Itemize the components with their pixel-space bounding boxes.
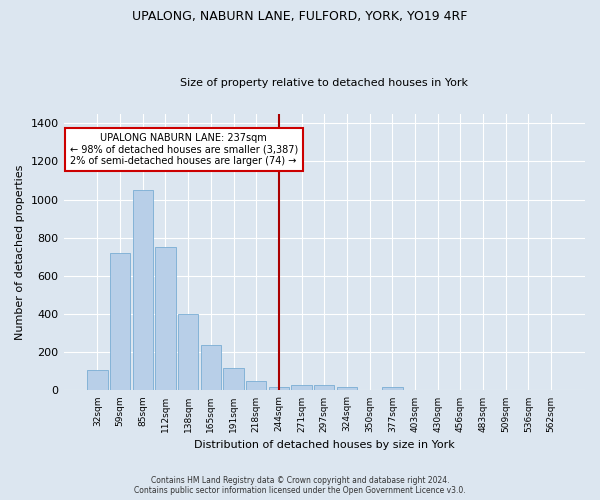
Bar (200, 344, 221, 391)
Bar (110, 253, 130, 390)
Bar (133, 190, 153, 390)
Bar (246, 381, 266, 390)
Bar (382, 386, 403, 390)
Text: UPALONG, NABURN LANE, FULFORD, YORK, YO19 4RF: UPALONG, NABURN LANE, FULFORD, YORK, YO1… (133, 10, 467, 23)
Text: UPALONG NABURN LANE: 237sqm
← 98% of detached houses are smaller (3,387)
2% of s: UPALONG NABURN LANE: 237sqm ← 98% of det… (70, 133, 298, 166)
Bar (155, 248, 176, 390)
Bar (314, 384, 334, 390)
Bar (178, 314, 199, 390)
Title: Size of property relative to detached houses in York: Size of property relative to detached ho… (180, 78, 468, 88)
Text: Contains HM Land Registry data © Crown copyright and database right 2024.
Contai: Contains HM Land Registry data © Crown c… (134, 476, 466, 495)
Y-axis label: Number of detached properties: Number of detached properties (15, 164, 25, 340)
Bar (223, 368, 244, 390)
X-axis label: Distribution of detached houses by size in York: Distribution of detached houses by size … (194, 440, 455, 450)
Bar (292, 384, 312, 390)
Bar (269, 386, 289, 390)
Bar (337, 386, 357, 390)
Bar (87, 370, 107, 390)
